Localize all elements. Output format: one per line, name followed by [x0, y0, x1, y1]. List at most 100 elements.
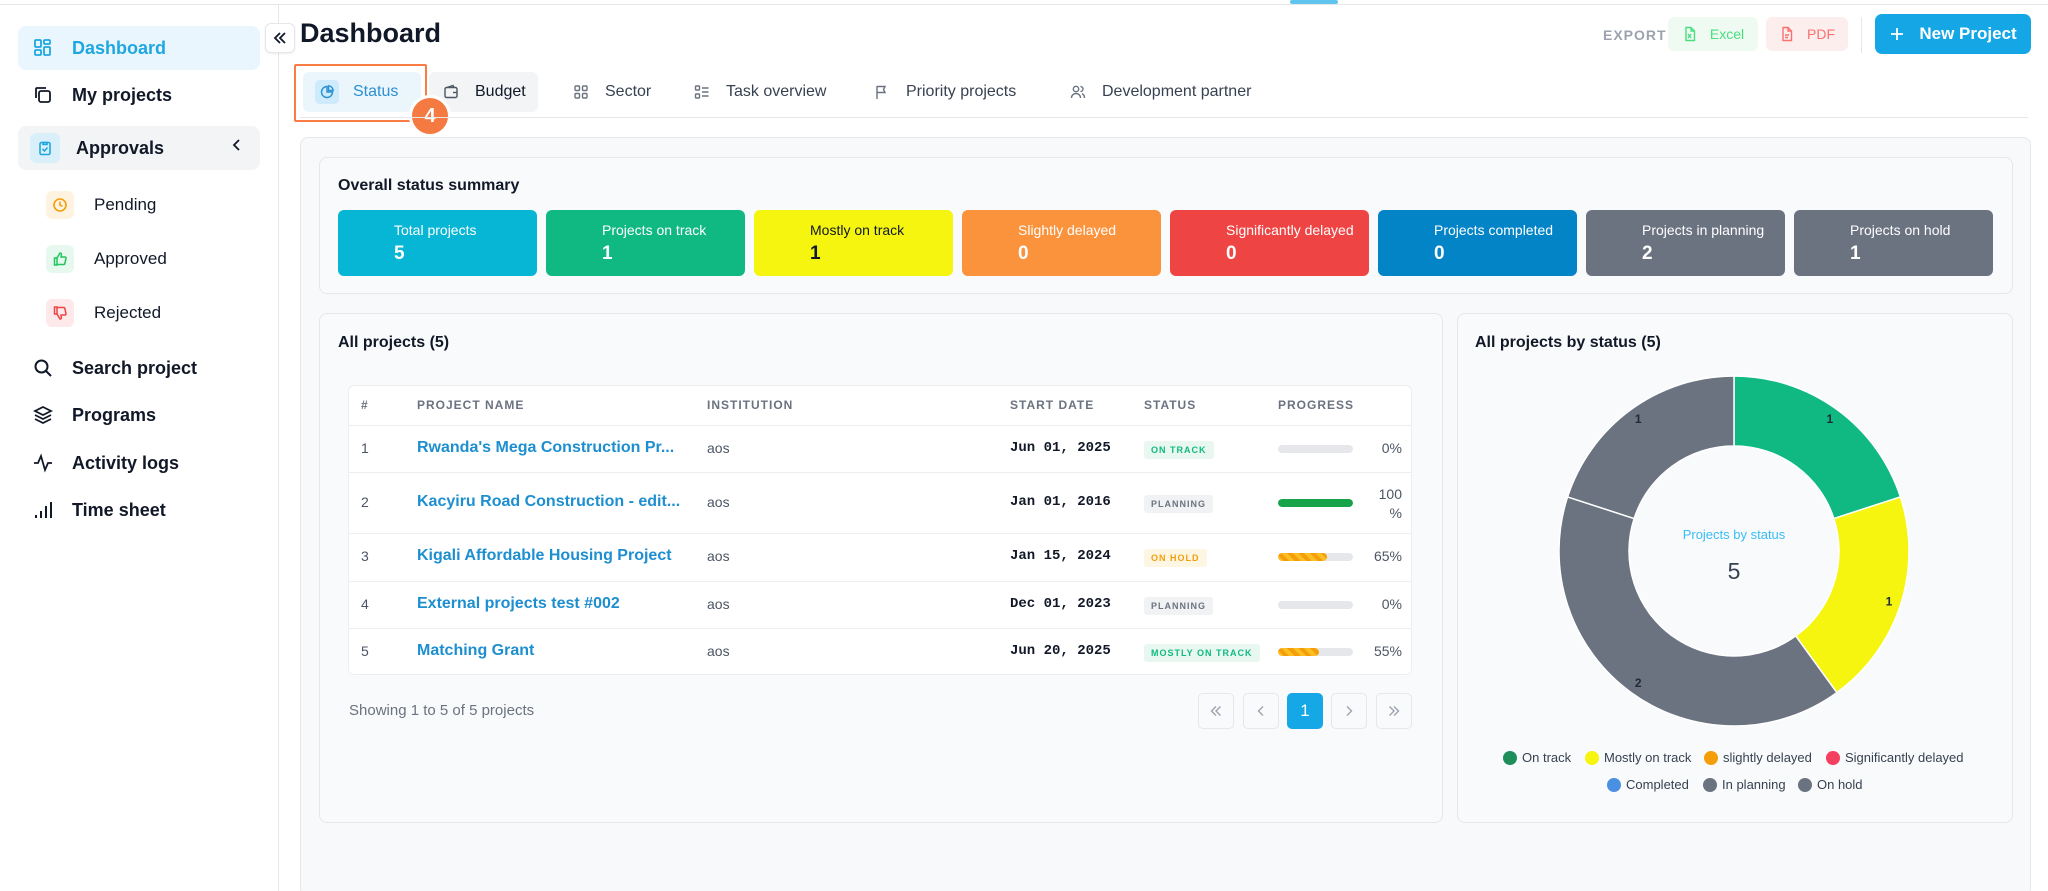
double-chevron-left-icon	[273, 32, 286, 44]
stat-label: Projects on hold	[1850, 222, 1951, 238]
status-badge: MOSTLY ON TRACK	[1144, 643, 1260, 662]
legend-label: In planning	[1722, 777, 1786, 792]
sidebar: Dashboard My projects Approvals Pending …	[0, 5, 279, 891]
legend-item[interactable]: Significantly delayed	[1826, 750, 1964, 765]
sidebar-item-rejected[interactable]: Rejected	[46, 293, 161, 333]
legend-dot	[1607, 777, 1621, 792]
stat-card: Slightly delayed 0	[962, 210, 1161, 276]
wallet-icon	[441, 82, 461, 102]
sidebar-item-dashboard[interactable]: Dashboard	[18, 26, 260, 70]
legend-label: On track	[1522, 750, 1572, 765]
collapse-sidebar-button[interactable]	[265, 23, 295, 53]
donut-slice-label: 1	[1886, 594, 1893, 608]
status-summary-title: Overall status summary	[338, 177, 520, 194]
page-1-button[interactable]: 1	[1287, 693, 1323, 729]
sidebar-item-my-projects[interactable]: My projects	[18, 73, 260, 117]
sidebar-item-label: Activity logs	[72, 452, 180, 473]
project-name-link[interactable]: Rwanda's Mega Construction Pr...	[417, 438, 675, 456]
stat-label: Significantly delayed	[1226, 222, 1354, 238]
export-pdf-button[interactable]: PDF	[1766, 17, 1848, 51]
legend-item[interactable]: slightly delayed	[1704, 750, 1812, 765]
sidebar-item-time-sheet[interactable]: Time sheet	[18, 488, 260, 532]
new-project-button[interactable]: New Project	[1875, 14, 2031, 54]
donut-slice[interactable]	[1566, 375, 1735, 520]
table-row-divider	[349, 533, 1411, 534]
row-number: 2	[361, 493, 369, 510]
tab-label: Development partner	[1102, 83, 1252, 100]
legend-item[interactable]: On track	[1503, 750, 1571, 765]
next-page-button[interactable]	[1331, 693, 1367, 729]
double-chevron-left-icon	[1210, 706, 1221, 716]
legend-item[interactable]: In planning	[1703, 777, 1786, 792]
institution: aos	[707, 595, 730, 612]
sidebar-item-programs[interactable]: Programs	[18, 393, 260, 437]
status-badge: PLANNING	[1144, 494, 1213, 513]
thumbs-down-icon	[46, 299, 74, 327]
chevron-right-icon	[1346, 706, 1353, 716]
tab-priority-projects[interactable]: Priority projects	[860, 72, 1028, 112]
row-number: 1	[361, 439, 369, 456]
column-header: START DATE	[1010, 398, 1095, 412]
status-badge: ON TRACK	[1144, 440, 1214, 459]
table-row-divider	[349, 472, 1411, 473]
start-date: Jun 20, 2025	[1010, 642, 1111, 659]
legend-dot	[1704, 750, 1718, 765]
excel-file-icon	[1685, 26, 1696, 42]
progress-bar	[1278, 498, 1353, 507]
tab-status[interactable]: Status	[303, 72, 421, 112]
dashboard-icon	[32, 37, 54, 59]
progress-bar	[1278, 444, 1353, 453]
sidebar-item-search-project[interactable]: Search project	[18, 346, 260, 390]
institution: aos	[707, 642, 730, 659]
previous-page-button[interactable]	[1243, 693, 1279, 729]
donut-center-value: 5	[1728, 558, 1741, 584]
sidebar-item-label: Programs	[72, 404, 157, 425]
tab-development-partner[interactable]: Development partner	[1056, 72, 1263, 112]
pagination-summary: Showing 1 to 5 of 5 projects	[349, 702, 535, 719]
table-row-divider	[349, 425, 1411, 426]
legend-label: Significantly delayed	[1845, 750, 1964, 765]
sidebar-item-approvals[interactable]: Approvals	[18, 126, 260, 170]
institution: aos	[707, 439, 730, 456]
top-rule	[0, 4, 2048, 5]
column-header: PROGRESS	[1278, 398, 1355, 412]
projects-table	[348, 385, 1412, 675]
start-date: Jan 15, 2024	[1010, 548, 1111, 564]
legend-item[interactable]: Completed	[1607, 777, 1689, 792]
double-chevron-right-icon	[1389, 706, 1400, 716]
legend-label: On hold	[1817, 777, 1863, 792]
sidebar-item-pending[interactable]: Pending	[46, 185, 156, 225]
column-header: PROJECT NAME	[417, 398, 525, 412]
legend-label: Completed	[1626, 777, 1689, 792]
first-page-button[interactable]	[1198, 693, 1234, 729]
legend-item[interactable]: Mostly on track	[1585, 750, 1691, 765]
sidebar-item-label: My projects	[72, 84, 173, 105]
chevron-left-icon	[1257, 706, 1264, 716]
activity-icon	[32, 452, 54, 474]
project-name-link[interactable]: External projects test #002	[417, 594, 620, 612]
pie-chart-icon	[315, 80, 339, 104]
donut-slice[interactable]	[1558, 495, 1838, 727]
project-name-link[interactable]: Kigali Affordable Housing Project	[417, 547, 672, 564]
legend-item[interactable]: On hold	[1798, 777, 1863, 792]
stat-label: Projects on track	[602, 222, 707, 238]
donut-slice[interactable]	[1733, 375, 1902, 520]
sidebar-item-activity-logs[interactable]: Activity logs	[18, 441, 260, 485]
thumbs-up-icon	[46, 245, 74, 273]
status-donut-chart: 1 1 2 1 Projects by status 5	[1558, 375, 1910, 727]
export-label: EXPORT	[1603, 27, 1667, 43]
all-projects-title: All projects (5)	[338, 334, 450, 351]
tab-sector[interactable]: Sector	[559, 72, 663, 112]
project-name-link[interactable]: Kacyiru Road Construction - edit...	[417, 492, 681, 510]
tab-task-overview[interactable]: Task overview	[680, 72, 838, 112]
sidebar-item-approved[interactable]: Approved	[46, 239, 167, 279]
last-page-button[interactable]	[1376, 693, 1412, 729]
start-date: Jan 01, 2016	[1010, 493, 1111, 510]
stat-label: Projects in planning	[1642, 222, 1765, 238]
donut-slice-label: 1	[1826, 412, 1833, 426]
row-number: 5	[361, 642, 369, 659]
export-excel-button[interactable]: Excel	[1668, 17, 1758, 51]
progress-percent: 100 %	[1378, 485, 1402, 521]
project-name-link[interactable]: Matching Grant	[417, 641, 535, 659]
column-header: #	[361, 398, 369, 412]
